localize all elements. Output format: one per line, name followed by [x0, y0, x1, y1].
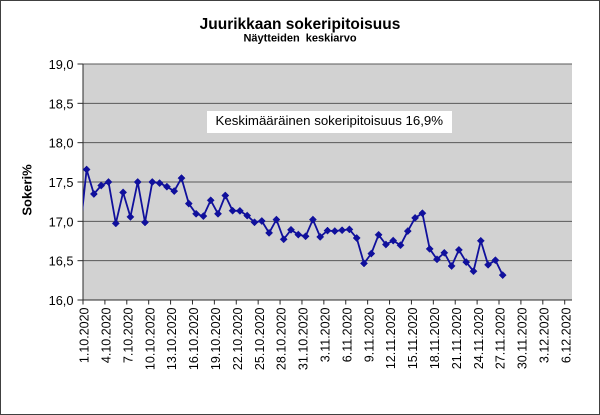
svg-text:18,0: 18,0 — [49, 136, 74, 151]
svg-text:17,5: 17,5 — [49, 175, 74, 190]
svg-text:28.10.2020: 28.10.2020 — [275, 307, 289, 370]
svg-text:Juurikkaan sokeripitoisuus: Juurikkaan sokeripitoisuus — [200, 16, 401, 33]
svg-text:1.10.2020: 1.10.2020 — [78, 307, 92, 363]
svg-text:6.12.2020: 6.12.2020 — [559, 307, 573, 363]
svg-text:16.10.2020: 16.10.2020 — [187, 307, 201, 370]
svg-text:9.11.2020: 9.11.2020 — [362, 307, 376, 362]
svg-text:16,0: 16,0 — [49, 293, 74, 308]
svg-text:25.10.2020: 25.10.2020 — [253, 307, 267, 370]
svg-text:Näytteiden keskiarvo: Näytteiden keskiarvo — [243, 33, 356, 45]
svg-text:31.10.2020: 31.10.2020 — [297, 307, 311, 370]
svg-text:18.11.2020: 18.11.2020 — [428, 307, 442, 369]
svg-text:19,0: 19,0 — [49, 57, 74, 72]
svg-text:7.10.2020: 7.10.2020 — [121, 307, 135, 363]
svg-text:30.11.2020: 30.11.2020 — [516, 307, 530, 369]
svg-text:19.10.2020: 19.10.2020 — [209, 307, 223, 370]
svg-text:3.12.2020: 3.12.2020 — [537, 307, 551, 363]
svg-text:27.11.2020: 27.11.2020 — [494, 307, 508, 369]
svg-text:22.10.2020: 22.10.2020 — [231, 307, 245, 370]
svg-text:3.11.2020: 3.11.2020 — [319, 307, 333, 362]
svg-text:15.11.2020: 15.11.2020 — [406, 307, 420, 369]
svg-text:13.10.2020: 13.10.2020 — [165, 307, 179, 370]
svg-text:12.11.2020: 12.11.2020 — [384, 307, 398, 369]
svg-text:10.10.2020: 10.10.2020 — [143, 307, 157, 370]
svg-text:Sokeri%: Sokeri% — [20, 164, 35, 216]
svg-text:16,5: 16,5 — [49, 254, 74, 269]
svg-text:18,5: 18,5 — [49, 96, 74, 111]
svg-text:Keskimääräinen sokeripitoisuus: Keskimääräinen sokeripitoisuus 16,9% — [216, 113, 444, 128]
svg-text:24.11.2020: 24.11.2020 — [472, 307, 486, 369]
svg-text:17,0: 17,0 — [49, 214, 74, 229]
svg-text:21.11.2020: 21.11.2020 — [450, 307, 464, 369]
svg-text:6.11.2020: 6.11.2020 — [340, 307, 354, 362]
svg-text:4.10.2020: 4.10.2020 — [100, 307, 114, 363]
